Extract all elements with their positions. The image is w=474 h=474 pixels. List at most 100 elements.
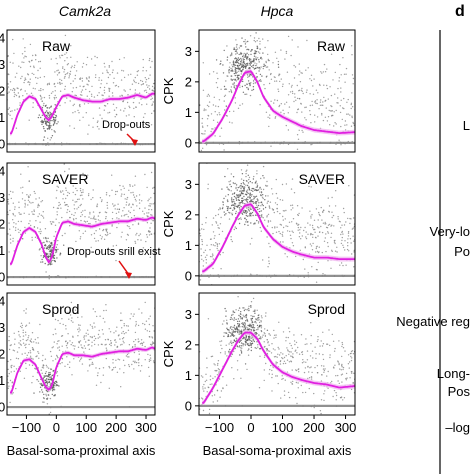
scatter-point (324, 180, 326, 182)
scatter-point (250, 273, 252, 275)
scatter-point (200, 405, 202, 407)
scatter-point (145, 275, 147, 278)
scatter-point (31, 364, 34, 367)
scatter-point (272, 232, 274, 235)
scatter-point (324, 390, 326, 392)
scatter-point (240, 377, 242, 379)
scatter-point (270, 352, 273, 354)
scatter-point (70, 67, 73, 69)
scatter-point (259, 226, 261, 229)
scatter-point (232, 83, 234, 85)
y-tick-label: 2 (0, 84, 5, 99)
scatter-point (201, 125, 204, 127)
scatter-point (66, 63, 69, 66)
scatter-point (240, 169, 243, 171)
scatter-point (51, 221, 54, 223)
scatter-point (235, 46, 238, 48)
scatter-point (243, 309, 246, 312)
scatter-point (264, 199, 266, 201)
scatter-point (51, 347, 53, 349)
scatter-point (287, 336, 289, 339)
scatter-point (236, 64, 239, 67)
scatter-point (137, 338, 139, 340)
scatter-point (351, 115, 353, 117)
scatter-point (257, 319, 259, 321)
scatter-point (137, 222, 140, 224)
scatter-point (233, 110, 235, 113)
scatter-point (268, 242, 270, 245)
scatter-point (219, 396, 221, 398)
scatter-point (265, 111, 268, 114)
scatter-point (201, 132, 203, 135)
scatter-point (350, 125, 353, 127)
scatter-point (233, 84, 235, 87)
scatter-point (245, 219, 248, 221)
scatter-point (334, 242, 336, 245)
scatter-point (300, 226, 302, 229)
scatter-point (250, 324, 252, 326)
scatter-point (341, 274, 343, 277)
scatter-points (7, 34, 155, 146)
scatter-point (233, 324, 236, 327)
scatter-point (247, 209, 250, 211)
scatter-point (149, 256, 151, 258)
scatter-point (338, 362, 340, 365)
scatter-point (250, 65, 253, 68)
scatter-point (202, 133, 204, 135)
scatter-point (274, 349, 276, 351)
scatter-point (221, 347, 223, 350)
scatter-point (82, 210, 84, 212)
scatter-point (200, 254, 203, 257)
scatter-point (9, 143, 11, 146)
scatter-point (69, 73, 71, 75)
y-axis-label: CPK (161, 340, 176, 367)
scatter-point (81, 80, 84, 82)
scatter-point (247, 62, 249, 64)
scatter-point (245, 65, 247, 68)
scatter-point (211, 256, 213, 258)
scatter-point (275, 355, 277, 358)
scatter-point (335, 109, 337, 112)
scatter-point (240, 187, 242, 189)
scatter-point (245, 175, 247, 178)
scatter-point (298, 74, 300, 76)
scatter-point (324, 100, 326, 102)
scatter-point (333, 275, 336, 277)
scatter-point (24, 206, 26, 208)
scatter-point (335, 123, 337, 125)
scatter-point (144, 301, 146, 304)
scatter-point (240, 183, 242, 185)
scatter-point (290, 360, 292, 362)
scatter-point (42, 377, 44, 379)
scatter-point (137, 324, 140, 327)
scatter-point (279, 80, 281, 83)
scatter-point (327, 387, 329, 389)
scatter-point (7, 198, 9, 201)
scatter-point (105, 216, 107, 218)
scatter-point (313, 219, 316, 221)
scatter-point (210, 113, 213, 115)
scatter-point (205, 144, 208, 146)
scatter-point (329, 344, 331, 347)
scatter-point (245, 342, 247, 344)
scatter-point (278, 230, 280, 233)
scatter-point (309, 243, 312, 245)
scatter-point (48, 380, 50, 383)
scatter-point (80, 215, 82, 218)
scatter-point (261, 196, 264, 198)
scatter-point (272, 62, 274, 64)
scatter-point (100, 343, 103, 345)
scatter-point (132, 143, 135, 146)
scatter-point (260, 188, 262, 190)
scatter-point (56, 185, 58, 187)
scatter-point (150, 171, 153, 174)
scatter-point (108, 111, 111, 114)
scatter-point (244, 39, 246, 41)
scatter-point (123, 325, 126, 327)
scatter-point (243, 195, 245, 198)
scatter-point (291, 383, 294, 385)
scatter-point (35, 76, 37, 79)
scatter-point (241, 200, 243, 202)
scatter-point (282, 109, 284, 112)
scatter-point (12, 212, 14, 215)
